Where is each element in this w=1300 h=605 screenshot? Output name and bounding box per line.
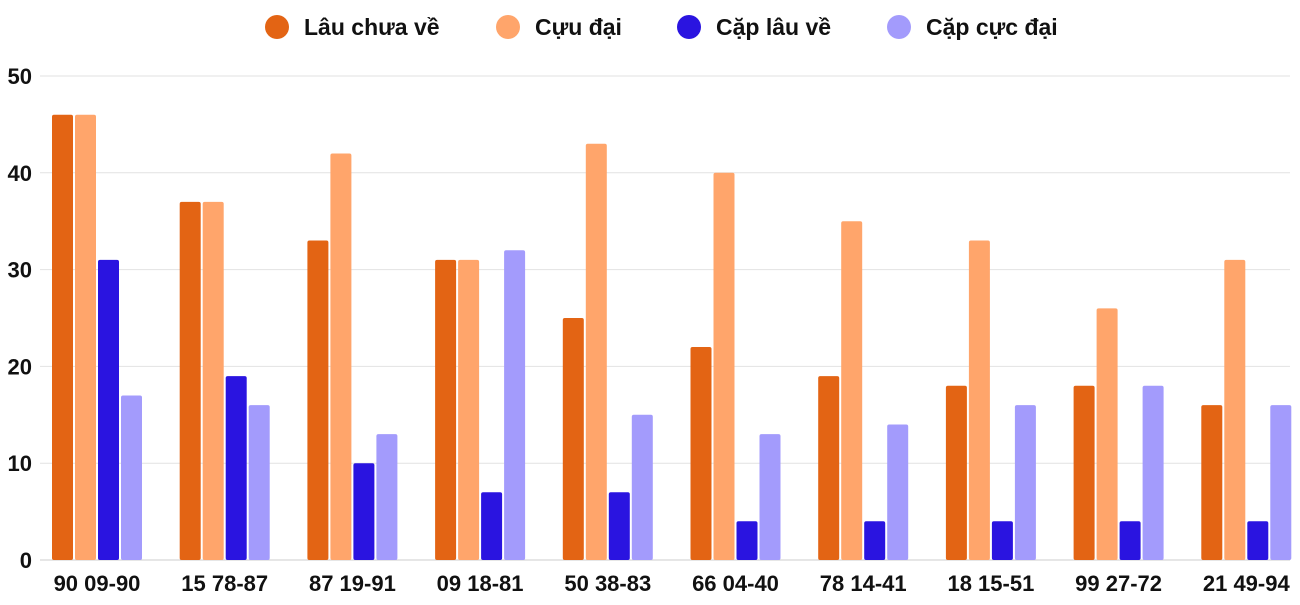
x-axis: 90 09-90 15 78-87 87 19-91 09 18-81 50 38-83…	[54, 571, 1291, 596]
legend-swatch-0	[265, 15, 289, 39]
bar-2-1	[225, 376, 247, 560]
legend-label: Cặp cực đại	[926, 14, 1058, 40]
bar-1-6	[841, 221, 863, 560]
bar-2-4	[608, 492, 630, 560]
bar-3-6	[887, 424, 909, 560]
bar-2-9	[1247, 521, 1269, 560]
bar-0-4	[562, 318, 584, 560]
legend-label: Cựu đại	[535, 14, 622, 40]
x-tick-label: 66 04-40	[692, 571, 779, 596]
bar-0-1	[179, 201, 201, 560]
bar-0-2	[307, 240, 329, 560]
x-tick-label: 18 15-51	[947, 571, 1034, 596]
bar-2-5	[736, 521, 758, 560]
legend-label: Lâu chưa về	[304, 14, 440, 40]
x-tick-label: 50 38-83	[564, 571, 651, 596]
bars	[52, 114, 1292, 561]
bar-3-7	[1014, 405, 1036, 560]
y-tick-label: 30	[8, 258, 32, 283]
bar-0-6	[818, 376, 840, 560]
bar-1-7	[968, 240, 990, 560]
bar-1-3	[458, 259, 480, 560]
x-tick-label: 99 27-72	[1075, 571, 1162, 596]
bar-1-0	[75, 114, 96, 560]
bar-2-8	[1119, 521, 1141, 560]
x-tick-label: 78 14-41	[820, 571, 907, 596]
y-tick-label: 40	[8, 161, 32, 186]
bar-3-8	[1142, 385, 1164, 560]
bar-3-3	[504, 250, 526, 561]
x-tick-label: 90 09-90	[54, 571, 141, 596]
bar-0-7	[945, 385, 967, 560]
legend-swatch-2	[677, 15, 701, 39]
y-tick-label: 20	[8, 354, 32, 379]
bar-1-8	[1096, 308, 1118, 560]
bar-3-1	[248, 405, 270, 560]
bar-3-4	[631, 414, 653, 560]
bar-0-5	[690, 347, 712, 560]
legend-swatch-1	[496, 15, 520, 39]
bar-1-4	[585, 143, 607, 560]
bar-2-7	[991, 521, 1013, 560]
bar-2-2	[353, 463, 375, 560]
legend: Lâu chưa về Cựu đại Cặp lâu về Cặp cực đại	[265, 14, 1058, 40]
bar-2-3	[481, 492, 503, 560]
bar-0-3	[435, 259, 457, 560]
bar-0-9	[1201, 405, 1223, 560]
legend-swatch-3	[887, 15, 911, 39]
bar-1-2	[330, 153, 352, 560]
bar-2-0	[98, 259, 119, 560]
bar-3-5	[759, 434, 781, 560]
bar-0-0	[52, 114, 73, 560]
bar-2-6	[864, 521, 886, 560]
x-tick-label: 15 78-87	[181, 571, 268, 596]
bar-3-0	[121, 395, 142, 560]
bar-1-9	[1224, 259, 1246, 560]
bar-0-8	[1073, 385, 1095, 560]
y-axis: 0 10 20 30 40 50	[8, 64, 32, 573]
y-tick-label: 10	[8, 451, 32, 476]
y-tick-label: 0	[20, 548, 32, 573]
bar-1-1	[202, 201, 224, 560]
bar-1-5	[713, 172, 735, 561]
x-tick-label: 87 19-91	[309, 571, 396, 596]
x-tick-label: 09 18-81	[437, 571, 524, 596]
bar-3-2	[376, 434, 398, 560]
legend-label: Cặp lâu về	[716, 14, 831, 40]
bar-3-9	[1270, 405, 1292, 560]
y-tick-label: 50	[8, 64, 32, 89]
x-tick-label: 21 49-94	[1203, 571, 1291, 596]
